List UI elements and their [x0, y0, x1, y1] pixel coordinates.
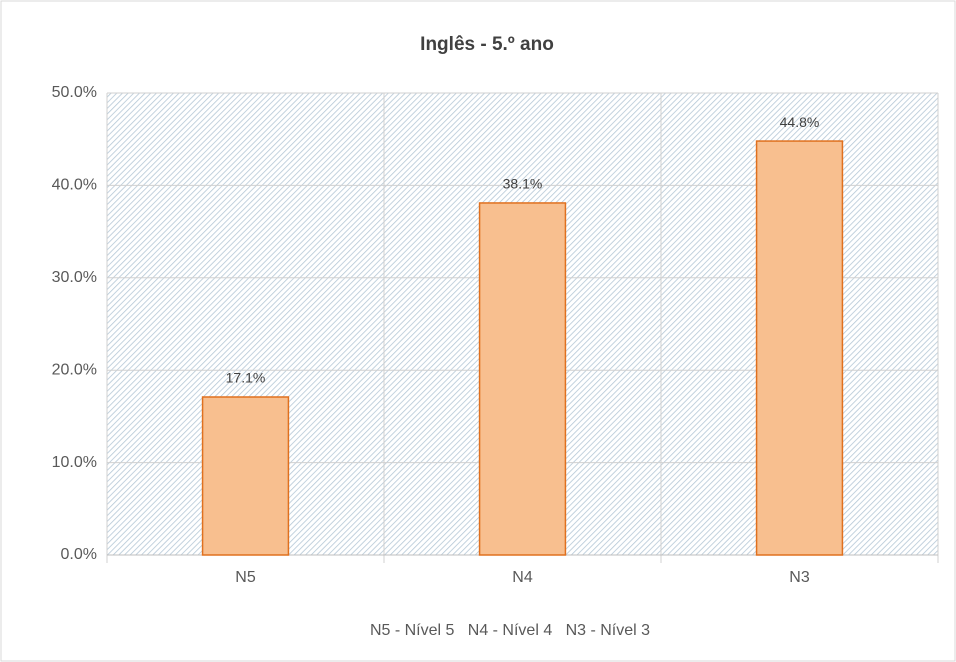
x-tick-label: N3	[789, 569, 810, 586]
y-tick-label: 0.0%	[61, 546, 97, 563]
chart-title: Inglês - 5.º ano	[420, 34, 554, 55]
x-axis-label: N5 - Nível 5 N4 - Nível 4 N3 - Nível 3	[370, 622, 650, 639]
y-tick-label: 30.0%	[52, 269, 97, 286]
x-tick-label: N5	[235, 569, 256, 586]
value-label: 44.8%	[780, 114, 820, 130]
y-tick-label: 50.0%	[52, 84, 97, 101]
bar	[755, 140, 844, 556]
y-tick-label: 20.0%	[52, 361, 97, 378]
value-label: 38.1%	[503, 176, 543, 192]
bar	[201, 396, 290, 556]
y-tick-label: 40.0%	[52, 177, 97, 194]
value-label: 17.1%	[226, 370, 266, 386]
y-tick-label: 10.0%	[52, 454, 97, 471]
bar	[478, 202, 567, 556]
x-tick-label: N4	[512, 569, 533, 586]
